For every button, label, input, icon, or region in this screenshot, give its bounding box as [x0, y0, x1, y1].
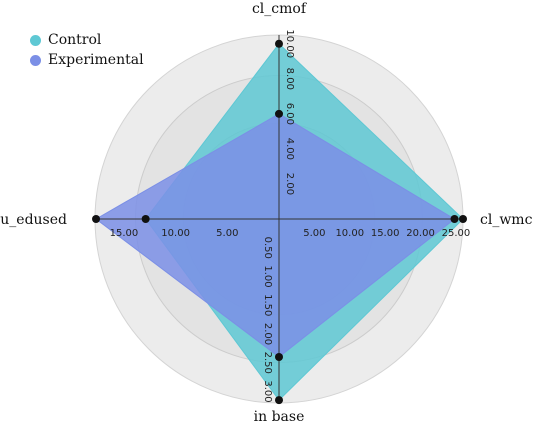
tick-label-cl-wmc-3: 15.00: [371, 228, 400, 239]
data-point-experimental-cu-edused[interactable]: [92, 215, 101, 223]
axis-name-in-base: in base: [254, 409, 305, 425]
data-point-experimental-cl-wmc[interactable]: [450, 215, 459, 223]
tick-label-cu-edused-3: 15.00: [110, 228, 139, 239]
series-points: [92, 39, 467, 405]
data-point-control-cl-cmof[interactable]: [275, 39, 283, 48]
tick-label-cl-cmof-4: 8.00: [284, 68, 295, 90]
axis-name-cu-edused: cu_edused: [0, 212, 67, 228]
tick-label-in-base-6: 3.00: [262, 380, 273, 402]
legend-marker-control: [30, 34, 41, 46]
tick-label-in-base-4: 2.00: [262, 323, 273, 345]
tick-label-cl-wmc-5: 25.00: [442, 228, 471, 239]
tick-label-cl-cmof-5: 10.00: [284, 29, 295, 58]
axis-name-cl-wmc: cl_wmc: [480, 212, 533, 228]
tick-label-in-base-5: 2.50: [262, 352, 273, 374]
axis-name-cl-cmof: cl_cmof: [252, 1, 308, 17]
data-point-control-in-base[interactable]: [275, 396, 283, 405]
axis-lines: [95, 35, 463, 403]
legend-item-experimental[interactable]: Experimental: [30, 50, 144, 70]
tick-labels: 2.00 4.00 6.00 8.00 10.00 5.00 10.00 15.00 20.00…: [110, 29, 471, 402]
tick-label-cl-wmc-4: 20.00: [406, 228, 435, 239]
data-point-control-cl-wmc[interactable]: [459, 215, 467, 223]
legend-item-control[interactable]: Control: [30, 30, 144, 50]
tick-label-cl-cmof-3: 6.00: [284, 103, 295, 125]
tick-label-cl-wmc-1: 5.00: [303, 228, 325, 239]
tick-label-cl-cmof-1: 2.00: [284, 173, 295, 195]
legend-label-experimental: Experimental: [48, 52, 144, 68]
legend-marker-experimental: [30, 54, 41, 66]
tick-label-cu-edused-2: 10.00: [161, 228, 190, 239]
legend-label-control: Control: [48, 32, 102, 48]
tick-label-in-base-2: 1.00: [262, 265, 273, 287]
tick-label-in-base-1: 0.50: [262, 237, 273, 259]
tick-label-cu-edused-1: 5.00: [216, 228, 238, 239]
tick-label-in-base-3: 1.50: [262, 294, 273, 316]
data-point-control-cu-edused[interactable]: [141, 215, 150, 223]
tick-label-cl-cmof-2: 4.00: [284, 138, 295, 160]
data-point-experimental-cl-cmof[interactable]: [275, 109, 283, 118]
data-point-experimental-in-base[interactable]: [275, 353, 283, 361]
legend: Control Experimental: [30, 30, 144, 70]
tick-label-cl-wmc-2: 10.00: [335, 228, 364, 239]
